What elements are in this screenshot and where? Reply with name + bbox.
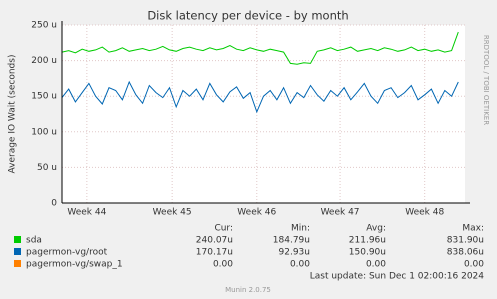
y-tick-label: 50 u (37, 163, 57, 173)
y-tick-label: 200 u (31, 56, 57, 66)
legend-value: 170.17u (196, 248, 233, 258)
x-tick-label: Week 48 (405, 208, 444, 218)
legend-swatch (14, 248, 21, 255)
series-line (61, 80, 459, 114)
legend-value: 831.90u (447, 236, 484, 246)
legend-value: 0.00 (213, 260, 233, 270)
side-label: RRDTOOL / TOBI OETIKER (482, 35, 490, 125)
legend-value: 0.00 (464, 260, 484, 270)
legend-value: 0.00 (290, 260, 310, 270)
legend-value: 184.79u (273, 236, 310, 246)
legend-value: 240.07u (196, 236, 233, 246)
legend-value: 92.93u (279, 248, 310, 258)
y-axis-label: Average IO Wait (seconds) (8, 55, 18, 174)
x-tick-label: Week 46 (237, 208, 276, 218)
legend-swatch (14, 236, 21, 243)
legend-value: 211.96u (349, 236, 386, 246)
x-tick-label: Week 44 (67, 208, 106, 218)
legend-label: pagermon-vg/root (26, 248, 108, 258)
legend-value: 150.90u (349, 248, 386, 258)
y-tick-label: 250 u (31, 21, 57, 31)
legend-header: Cur: (214, 224, 233, 234)
y-tick-label: 0 (51, 199, 57, 209)
y-tick-label: 150 u (31, 92, 57, 102)
legend-value: 0.00 (366, 260, 386, 270)
footer: Munin 2.0.75 (225, 286, 271, 294)
x-tick-label: Week 45 (153, 208, 192, 218)
legend-value: 838.06u (447, 248, 484, 258)
series-line (61, 31, 459, 65)
legend-label: pagermon-vg/swap_1 (26, 260, 123, 270)
legend-swatch (14, 260, 21, 267)
y-tick-label: 100 u (31, 127, 57, 137)
legend-label: sda (26, 236, 42, 246)
plot-area (62, 25, 465, 203)
x-tick-label: Week 47 (321, 208, 360, 218)
legend-header: Min: (291, 224, 310, 234)
last-update: Last update: Sun Dec 1 02:00:16 2024 (310, 272, 485, 282)
chart-title: Disk latency per device - by month (147, 9, 348, 23)
legend-header: Max: (462, 224, 484, 234)
legend-header: Avg: (366, 224, 386, 234)
